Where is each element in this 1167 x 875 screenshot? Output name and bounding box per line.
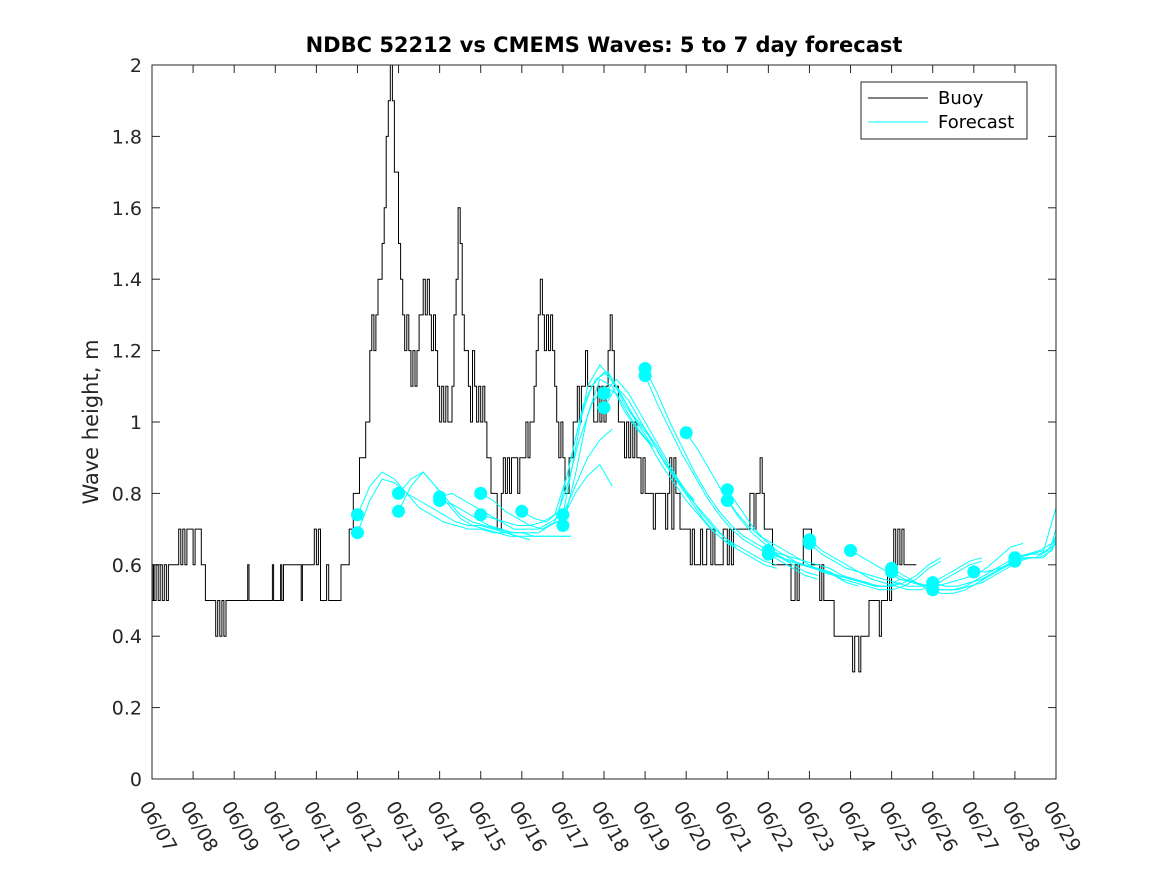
forecast-series — [357, 364, 1057, 594]
x-tick-label: 06/18 — [587, 798, 633, 856]
forecast-line — [644, 375, 818, 580]
x-tick-label: 06/07 — [135, 798, 181, 856]
y-tick-label: 1.2 — [112, 341, 142, 363]
forecast-marker — [720, 483, 734, 497]
buoy-line — [152, 64, 917, 673]
forecast-line — [480, 371, 654, 526]
forecast-marker — [926, 583, 940, 597]
forecast-marker — [392, 504, 405, 518]
y-tick-label: 1.6 — [112, 198, 142, 220]
forecast-line — [1014, 528, 1057, 559]
forecast-marker — [515, 504, 529, 518]
x-tick-label: 06/12 — [340, 798, 386, 856]
forecast-line — [357, 471, 531, 541]
forecast-marker — [351, 526, 364, 540]
forecast-marker — [597, 386, 611, 400]
x-tick-labels: 06/0706/0806/0906/1006/1106/1206/1306/14… — [135, 798, 1085, 856]
forecast-marker — [679, 426, 693, 440]
axes-box — [151, 64, 1057, 780]
buoy-series — [152, 64, 917, 673]
forecast-line — [685, 432, 859, 587]
x-tick-label: 06/27 — [956, 798, 1002, 856]
forecast-line — [562, 378, 736, 548]
x-tick-label: 06/11 — [299, 798, 345, 856]
x-tick-label: 06/23 — [792, 798, 838, 856]
forecast-marker — [844, 544, 857, 557]
x-tick-label: 06/15 — [463, 798, 509, 856]
forecast-marker — [885, 565, 899, 579]
forecast-marker — [597, 401, 611, 415]
y-tick-label: 2 — [130, 55, 142, 77]
forecast-line — [357, 478, 531, 541]
y-axis-label: Wave height, m — [79, 339, 103, 504]
y-tick-label: 0.4 — [112, 626, 142, 648]
x-tick-label: 06/19 — [628, 798, 674, 856]
forecast-marker — [392, 486, 405, 500]
forecast-marker — [761, 547, 775, 561]
forecast-line — [644, 368, 818, 576]
forecast-marker — [1008, 554, 1022, 568]
x-tick-label: 06/25 — [874, 798, 920, 856]
x-tick-label: 06/13 — [381, 798, 427, 856]
x-tick-label: 06/09 — [217, 798, 263, 856]
forecast-marker — [803, 536, 816, 550]
forecast-line — [521, 371, 695, 523]
forecast-line — [932, 507, 1057, 587]
legend: Buoy Forecast — [860, 81, 1028, 140]
x-tick-label: 06/26 — [915, 798, 961, 856]
y-tick-label: 0.8 — [112, 483, 142, 505]
x-tick-label: 06/16 — [504, 798, 550, 856]
x-tick-label: 06/10 — [258, 798, 304, 856]
legend-box — [860, 81, 1028, 140]
y-tick-label: 0 — [130, 769, 142, 791]
chart-title: NDBC 52212 vs CMEMS Waves: 5 to 7 day fo… — [306, 33, 903, 57]
y-tick-label: 0.6 — [112, 555, 142, 577]
forecast-marker — [967, 565, 981, 579]
forecast-line — [768, 553, 942, 591]
x-tick-label: 06/21 — [710, 798, 756, 856]
forecast-line — [932, 543, 1057, 591]
legend-forecast-label: Forecast — [938, 112, 1014, 133]
forecast-marker — [556, 519, 570, 532]
x-tick-label: 06/29 — [1039, 798, 1085, 856]
forecast-line — [603, 385, 777, 569]
forecast-line — [603, 378, 777, 566]
forecast-line — [726, 500, 901, 587]
forecast-marker — [720, 494, 734, 507]
forecast-line — [439, 464, 613, 534]
forecast-line — [891, 536, 1057, 591]
forecast-line — [768, 550, 942, 587]
forecast-marker — [638, 369, 652, 383]
legend-buoy-label: Buoy — [938, 88, 984, 109]
x-tick-label: 06/22 — [751, 798, 797, 856]
forecast-marker — [433, 494, 447, 507]
forecast-line — [809, 543, 983, 591]
y-tick-label: 1 — [130, 412, 142, 434]
y-tick-label: 1.8 — [112, 126, 142, 148]
forecast-markers — [351, 362, 1022, 597]
forecast-marker — [351, 508, 364, 522]
y-tick-labels: 0 0.2 0.4 0.6 0.8 1 1.2 1.4 1.6 1.8 2 — [112, 55, 142, 791]
x-tick-label: 06/20 — [669, 798, 715, 856]
forecast-marker — [474, 508, 488, 522]
x-tick-label: 06/14 — [422, 798, 468, 856]
y-tick-label: 0.2 — [112, 698, 142, 720]
forecast-marker — [556, 508, 570, 522]
forecast-line — [398, 471, 572, 537]
forecast-marker — [474, 486, 488, 500]
x-tick-label: 06/08 — [176, 798, 222, 856]
x-tick-label: 06/24 — [833, 798, 879, 856]
x-tick-label: 06/28 — [998, 798, 1044, 856]
forecast-line — [480, 385, 654, 530]
forecast-line — [809, 539, 983, 587]
forecast-line — [439, 428, 613, 530]
x-tick-label: 06/17 — [546, 798, 592, 856]
y-tick-label: 1.4 — [112, 269, 142, 291]
plot-area — [152, 64, 1057, 673]
